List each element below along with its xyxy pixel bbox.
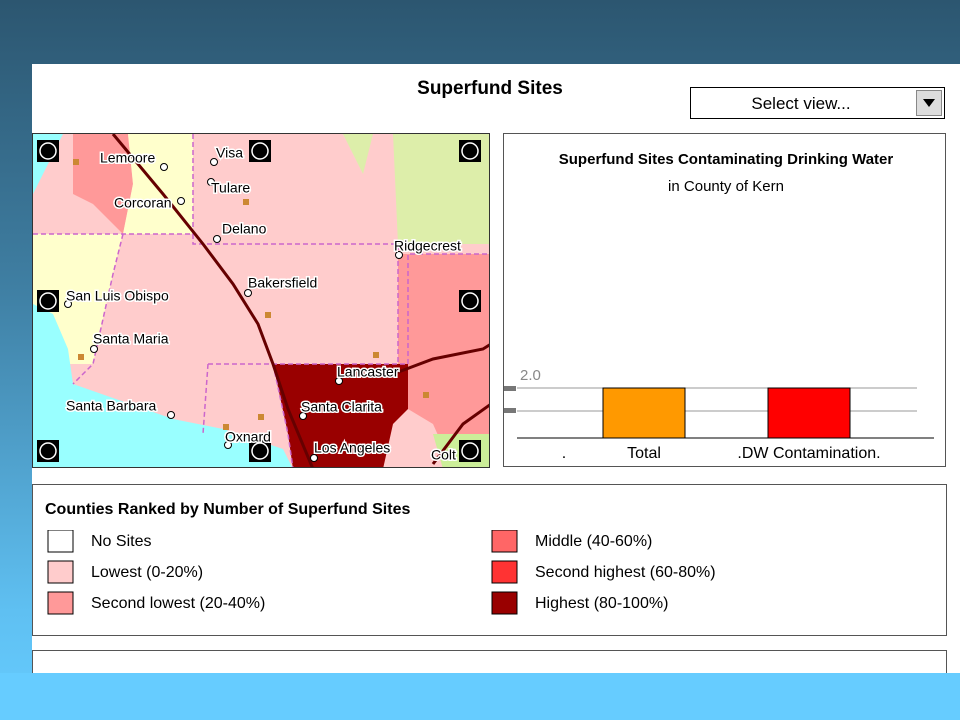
chart-subtitle: in County of Kern	[668, 178, 784, 195]
city-label: Delano	[222, 221, 267, 237]
x-tick-label: .DW Contamination.	[737, 445, 880, 462]
legend-title: Counties Ranked by Number of Superfund S…	[45, 501, 411, 518]
city-marker	[310, 454, 318, 462]
map[interactable]: Lemoore Visa Tulare Corcoran Delano Ridgecres…	[32, 133, 490, 468]
city-label: Bakersfield	[248, 275, 317, 291]
legend-label: Second highest (60-80%)	[535, 564, 716, 581]
city-label: Visa	[216, 145, 243, 161]
legend-panel	[32, 484, 947, 636]
footer-band	[0, 673, 960, 720]
city-marker	[244, 289, 252, 297]
city-marker	[210, 158, 218, 166]
city-label: Corcoran	[114, 195, 172, 211]
legend-swatch	[491, 530, 518, 553]
bar	[602, 387, 686, 439]
chart-title: Superfund Sites Contaminating Drinking W…	[559, 151, 894, 168]
select-view[interactable]: Select view...	[690, 87, 945, 119]
city-marker	[160, 163, 168, 171]
select-text: Select view...	[751, 94, 851, 113]
city-label: Lancaster	[337, 364, 399, 380]
axis-tab	[504, 408, 516, 413]
legend-swatch	[47, 560, 74, 584]
city-marker	[64, 300, 72, 308]
legend-swatch	[491, 591, 518, 615]
page-title: Superfund Sites	[417, 78, 563, 99]
city-marker	[299, 412, 307, 420]
legend-swatch	[47, 591, 74, 615]
city-label: Colt	[431, 447, 456, 463]
city-label: Lemoore	[100, 150, 155, 166]
city-marker	[224, 441, 232, 449]
city-marker	[90, 345, 98, 353]
legend-label: Middle (40-60%)	[535, 533, 652, 550]
city-marker	[177, 197, 185, 205]
city-marker	[335, 377, 343, 385]
city-label: San Luis Obispo	[66, 288, 169, 304]
x-tick-label: .	[562, 445, 566, 462]
legend-label: No Sites	[91, 533, 151, 550]
city-marker	[395, 251, 403, 259]
city-marker	[207, 178, 215, 186]
chart: Superfund Sites Contaminating Drinking W…	[504, 151, 934, 462]
city-label: Tulare	[211, 180, 250, 196]
legend-swatch	[491, 560, 518, 584]
legend: No Sites Lowest (0-20%) Second lowest (20-…	[47, 530, 716, 615]
city-label: Oxnard	[225, 429, 271, 445]
legend-swatch	[47, 530, 74, 553]
chart-panel: Superfund Sites Contaminating Drinking W…	[503, 133, 946, 467]
bar	[767, 387, 851, 439]
legend-label: Lowest (0-20%)	[91, 564, 203, 581]
city-label: Santa Clarita	[301, 399, 382, 415]
axis-tab	[504, 386, 516, 391]
city-label: Santa Barbara	[66, 398, 156, 414]
legend-label: Second lowest (20-40%)	[91, 595, 265, 612]
y-tick-label: 2.0	[520, 367, 541, 384]
city-label: Santa Maria	[93, 331, 169, 347]
city-label: Los Angeles	[314, 440, 390, 456]
dropdown-arrow	[923, 99, 935, 107]
city-label: Ridgecrest	[394, 238, 461, 254]
legend-label: Highest (80-100%)	[535, 595, 668, 612]
city-marker	[213, 235, 221, 243]
dropdown-button[interactable]	[916, 90, 942, 116]
x-tick-label: Total	[627, 445, 661, 462]
city-marker	[167, 411, 175, 419]
